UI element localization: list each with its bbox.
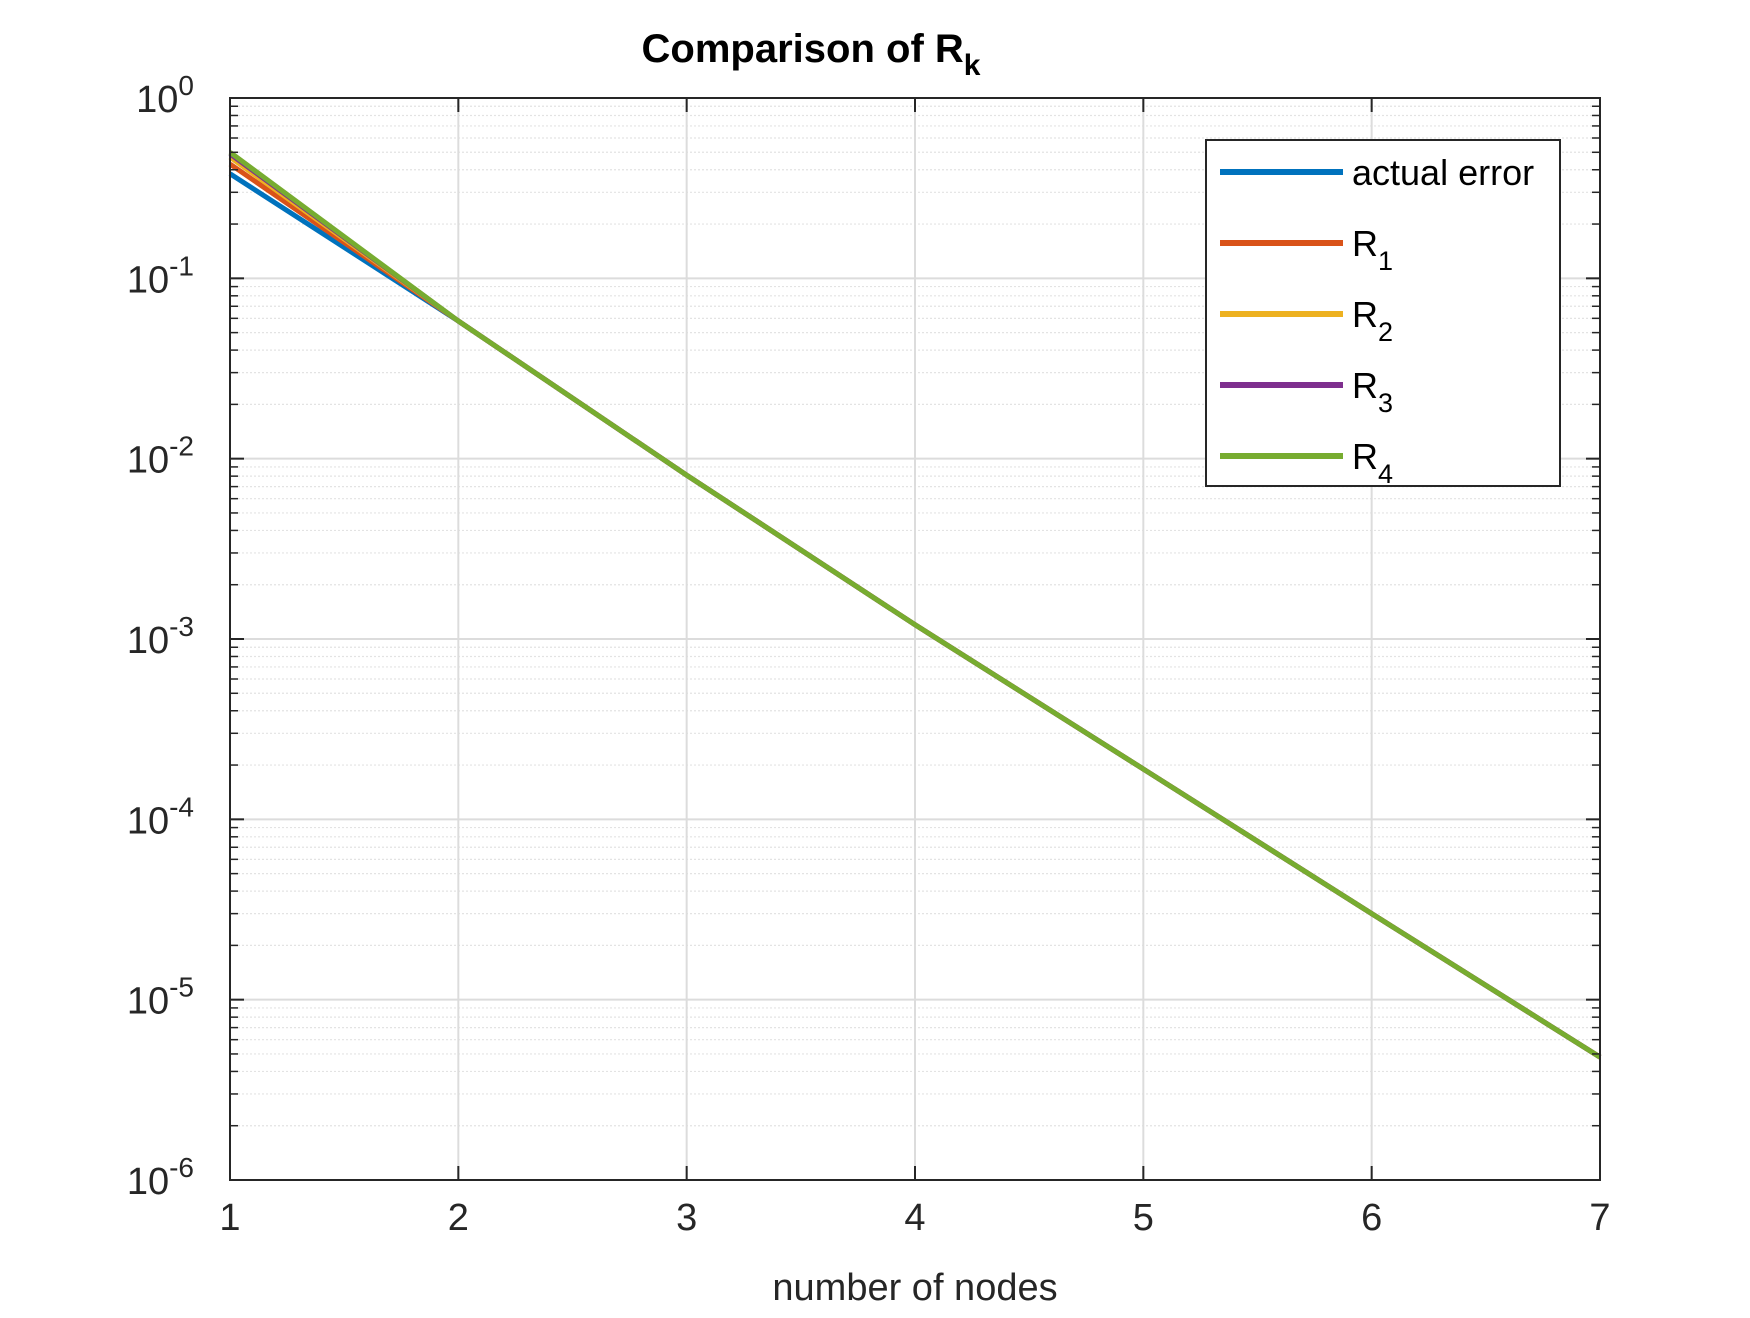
legend-label-text: R <box>1352 365 1378 406</box>
y-tick-label-base: 10 <box>136 79 178 121</box>
chart-title: Comparison of Rk <box>642 27 981 82</box>
y-tick-label-base: 10 <box>127 800 169 842</box>
y-tick-label-base: 10 <box>127 981 169 1023</box>
x-tick-label: 4 <box>904 1197 925 1239</box>
x-tick-label: 3 <box>676 1197 697 1239</box>
legend-label-subscript: 2 <box>1378 317 1393 347</box>
legend-label: R4 <box>1352 436 1393 489</box>
y-tick-label-exponent: -4 <box>169 791 194 822</box>
axis-ticks <box>229 97 1601 1181</box>
y-tick-label-exponent: -1 <box>169 250 194 281</box>
legend-label-subscript: 4 <box>1378 459 1393 489</box>
x-tick-label: 5 <box>1133 1197 1154 1239</box>
y-tick-label-base: 10 <box>127 259 169 301</box>
legend-label-subscript: 3 <box>1378 388 1393 418</box>
y-tick-label: 10-4 <box>127 791 194 842</box>
y-tick-label: 10-1 <box>127 250 194 301</box>
y-tick-label-base: 10 <box>127 440 169 482</box>
series-layer <box>228 150 1602 1060</box>
legend-label: R1 <box>1352 223 1393 276</box>
y-tick-label-base: 10 <box>127 620 169 662</box>
legend-label: R3 <box>1352 365 1393 418</box>
y-tick-label-exponent: -3 <box>169 611 194 642</box>
x-tick-label: 2 <box>448 1197 469 1239</box>
y-tick-label-exponent: -2 <box>169 431 194 462</box>
x-tick-label: 6 <box>1361 1197 1382 1239</box>
x-tick-label: 1 <box>219 1197 240 1239</box>
series-line <box>228 150 1602 1060</box>
y-tick-label: 10-3 <box>127 611 194 662</box>
legend-label-text: R <box>1352 294 1378 335</box>
y-tick-label-exponent: 0 <box>178 70 194 101</box>
y-tick-label: 10-2 <box>127 431 194 482</box>
y-tick-label-exponent: -6 <box>169 1152 194 1183</box>
chart-title-text: Comparison of R <box>642 27 964 71</box>
legend-label-subscript: 1 <box>1378 246 1393 276</box>
y-tick-label: 100 <box>136 70 194 121</box>
chart-title-subscript: k <box>964 49 981 82</box>
x-axis-label: number of nodes <box>772 1267 1057 1309</box>
y-tick-label-base: 10 <box>127 1161 169 1203</box>
x-tick-labels: 1 2 3 4 5 6 7 <box>219 1197 1610 1239</box>
legend-label-text: R <box>1352 436 1378 477</box>
legend-label: R2 <box>1352 294 1393 347</box>
legend-label: actual error <box>1352 152 1534 193</box>
legend-label-text: actual error <box>1352 152 1534 193</box>
legend-label-text: R <box>1352 223 1378 264</box>
y-tick-label-exponent: -5 <box>169 972 194 1003</box>
x-tick-label: 7 <box>1589 1197 1610 1239</box>
y-tick-label: 10-5 <box>127 972 194 1023</box>
y-tick-label: 10-6 <box>127 1152 194 1203</box>
